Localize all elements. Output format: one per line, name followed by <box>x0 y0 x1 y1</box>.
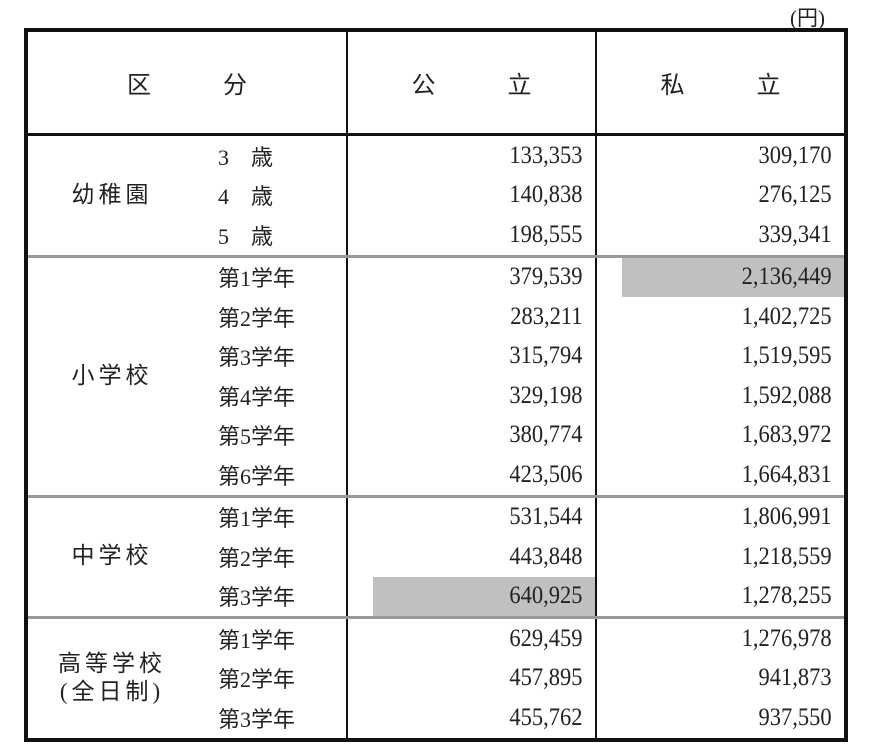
private-value: 937,550 <box>758 703 832 731</box>
table-row: 第2学年 443,848 1,218,559 <box>26 537 846 577</box>
public-value: 329,198 <box>371 376 597 416</box>
public-value: 457,895 <box>371 658 597 698</box>
private-value: 1,276,978 <box>621 616 846 659</box>
row-label: 3 歳 <box>196 134 348 176</box>
group-name-text: 小学校 <box>71 362 153 388</box>
table-row: 第3学年 455,762 937,550 <box>26 698 846 740</box>
group-name-note: (全日制) <box>59 679 165 705</box>
private-value: 276,125 <box>758 181 832 209</box>
row-label: 第1学年 <box>196 254 348 297</box>
unit-label: (円) <box>790 6 825 30</box>
public-value: 629,459 <box>371 616 597 659</box>
table-row: 5 歳 198,555 339,341 <box>26 215 846 256</box>
table-row: 第3学年 315,794 1,519,595 <box>26 336 846 376</box>
private-value: 2,136,449 <box>621 254 846 297</box>
public-value: 379,539 <box>371 254 597 297</box>
group-name: 幼稚園 <box>26 135 196 257</box>
row-label: 4 歳 <box>196 175 348 215</box>
header-public-char: 公 <box>411 73 436 99</box>
table-row: 高等学校 (全日制) 第1学年 629,459 1,276,978 <box>26 616 846 740</box>
public-value: 198,555 <box>371 215 597 256</box>
group-name-text: 幼稚園 <box>71 181 153 207</box>
private-value: 941,873 <box>758 664 832 692</box>
table-row: 第2学年 457,895 941,873 <box>26 658 846 698</box>
table-row: 小学校 第1学年 379,539 2,136,449 <box>26 254 846 496</box>
row-label: 第5学年 <box>196 415 348 455</box>
row-label: 第3学年 <box>196 698 348 740</box>
public-value: 283,211 <box>371 297 597 337</box>
group-name: 小学校 <box>26 254 196 496</box>
private-value: 1,519,595 <box>741 342 832 370</box>
public-value: 315,794 <box>371 336 597 376</box>
row-label: 第2学年 <box>196 297 348 337</box>
public-value: 423,506 <box>371 455 597 496</box>
table-row: 第4学年 329,198 1,592,088 <box>26 376 846 416</box>
group-name-text: 高等学校 <box>58 650 166 676</box>
group-name: 中学校 <box>26 494 196 618</box>
row-label: 第3学年 <box>196 336 348 376</box>
header-row: 区分 公立 私立 <box>26 30 846 136</box>
header-public: 公立 <box>347 30 597 136</box>
private-value: 1,683,972 <box>741 421 832 449</box>
table-row: 第3学年 640,925 1,278,255 <box>26 576 846 618</box>
row-label: 第2学年 <box>196 537 348 577</box>
row-label: 第1学年 <box>196 616 348 659</box>
table-row: 中学校 第1学年 531,544 1,806,991 <box>26 494 846 618</box>
row-label: 第6学年 <box>196 455 348 496</box>
table-row: 第5学年 380,774 1,683,972 <box>26 415 846 455</box>
header-category: 区分 <box>26 30 348 136</box>
header-category-char: 区 <box>127 73 151 99</box>
row-label: 5 歳 <box>196 215 348 256</box>
private-value: 1,592,088 <box>741 381 832 409</box>
table-row: 第6学年 423,506 1,664,831 <box>26 455 846 496</box>
row-label: 第1学年 <box>196 494 348 537</box>
public-value: 140,838 <box>371 175 597 215</box>
public-value: 455,762 <box>371 698 597 740</box>
private-value: 1,664,831 <box>741 460 832 488</box>
private-value: 1,218,559 <box>741 542 832 570</box>
table-row: 4 歳 140,838 276,125 <box>26 175 846 215</box>
row-label: 第2学年 <box>196 658 348 698</box>
row-label: 第4学年 <box>196 376 348 416</box>
private-value: 309,170 <box>758 141 832 169</box>
row-label: 第3学年 <box>196 576 348 618</box>
header-category-char: 分 <box>223 73 247 99</box>
group-name: 高等学校 (全日制) <box>26 616 196 740</box>
public-value: 133,353 <box>371 134 597 176</box>
header-public-char: 立 <box>507 73 532 99</box>
private-value: 1,278,255 <box>741 582 832 610</box>
education-cost-table: 区分 公立 私立 幼稚園 3 歳 133,353 309,170 4 歳 140,838 2… <box>24 28 848 742</box>
header-private: 私立 <box>596 30 846 136</box>
table-row: 第2学年 283,211 1,402,725 <box>26 297 846 337</box>
header-private-char: 私 <box>660 73 685 99</box>
public-value: 640,925 <box>371 576 597 618</box>
group-name-text: 中学校 <box>71 543 153 569</box>
header-private-char: 立 <box>756 73 781 99</box>
private-value: 1,402,725 <box>741 302 832 330</box>
private-value: 339,341 <box>758 220 832 248</box>
public-value: 531,544 <box>371 494 597 537</box>
public-value: 443,848 <box>371 537 597 577</box>
table-row: 幼稚園 3 歳 133,353 309,170 <box>26 134 846 207</box>
private-value: 1,806,991 <box>621 494 846 537</box>
public-value: 380,774 <box>371 415 597 455</box>
